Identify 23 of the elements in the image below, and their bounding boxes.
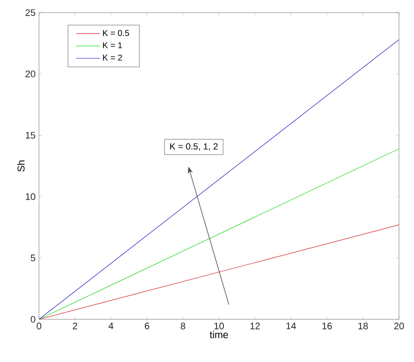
annotation: K = 0.5, 1, 2 bbox=[170, 143, 218, 151]
legend-label: K = 2 bbox=[103, 54, 122, 60]
y-tick-label: 0 bbox=[30, 316, 36, 323]
y-tick-label: 15 bbox=[26, 132, 36, 139]
x-tick-label: 6 bbox=[144, 322, 150, 330]
y-tick-label: 20 bbox=[26, 70, 36, 78]
y-tick-label: 5 bbox=[30, 254, 36, 262]
x-tick-label: 10 bbox=[214, 322, 224, 330]
x-tick-label: 18 bbox=[358, 322, 368, 330]
x-tick-label: 8 bbox=[180, 322, 186, 330]
legend-label: K = 0.5 bbox=[103, 30, 130, 36]
y-tick-label: 25 bbox=[26, 9, 36, 16]
x-tick-label: 16 bbox=[322, 322, 332, 330]
x-tick-label: 14 bbox=[286, 322, 296, 330]
x-tick-label: 0 bbox=[36, 322, 42, 330]
legend-label: K = 1 bbox=[103, 42, 122, 48]
x-tick-label: 20 bbox=[394, 322, 404, 330]
x-tick-label: 2 bbox=[72, 322, 78, 330]
y-tick-label: 10 bbox=[26, 193, 36, 200]
y-axis-title: Sh bbox=[17, 160, 25, 172]
x-axis-title: time bbox=[210, 330, 228, 338]
x-tick-label: 4 bbox=[108, 322, 114, 330]
x-tick-label: 12 bbox=[250, 322, 260, 330]
